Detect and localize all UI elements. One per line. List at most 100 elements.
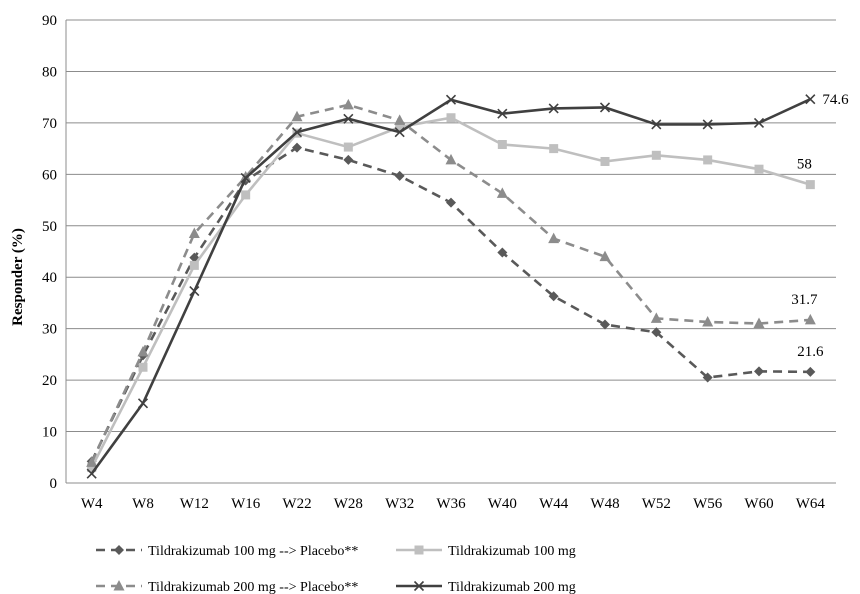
data-point [804,313,816,325]
x-tick-label: W44 [539,496,569,512]
data-point [754,366,764,377]
x-tick-label: W8 [132,496,154,512]
x-tick-label: W40 [488,496,517,512]
x-tick-label: W4 [81,496,103,512]
data-point [651,119,662,130]
data-point [343,142,353,152]
data-point [188,227,200,238]
series-group [86,94,816,479]
data-point [291,127,303,138]
series-tildrakizumab-100-mg-placebo [86,142,816,467]
y-tick-label: 90 [42,13,57,29]
data-point [754,164,764,174]
data-point [189,260,199,270]
legend-marker [113,580,125,591]
data-point [446,113,456,123]
data-point [548,291,559,302]
data-point [703,155,713,165]
y-tick-label: 80 [42,64,57,80]
data-label: 74.6 [822,92,849,108]
x-tick-label: W52 [642,496,671,512]
data-point [496,187,508,198]
data-point [599,250,611,262]
data-point [805,94,816,105]
data-point [548,103,559,114]
data-point [445,94,457,105]
data-point [702,315,714,327]
data-point [394,170,405,181]
data-point [86,468,97,479]
x-tick-label: W32 [385,496,414,512]
data-point [651,327,662,338]
data-point [805,366,816,377]
legend-label: Tildrakizumab 200 mg --> Placebo** [148,580,358,594]
data-point [291,110,303,122]
y-tick-label: 0 [50,476,58,492]
x-tick-label: W60 [744,496,773,512]
data-point [548,232,560,244]
data-point [599,102,611,113]
data-point [549,144,559,154]
data-point [753,117,765,128]
data-point [86,456,98,467]
data-point [395,122,405,132]
x-tick-label: W22 [282,496,311,512]
legend-label: Tildrakizumab 100 mg [448,544,576,559]
x-tick-label: W28 [334,496,363,512]
end-labels: 21.6 58 31.7 74.6 [791,92,849,360]
series-tildrakizumab-200-mg [86,94,816,479]
y-tick-label: 70 [42,116,57,132]
data-label: 21.6 [797,344,824,360]
y-tick-label: 40 [42,270,57,286]
legend-item: Tildrakizumab 100 mg --> Placebo** [96,544,358,559]
data-point [600,156,610,166]
legend-label: Tildrakizumab 200 mg [448,580,576,594]
x-tick-label: W48 [590,496,619,512]
data-point [497,139,507,149]
data-point [189,286,200,297]
series-tildrakizumab-200-mg-placebo [86,98,816,467]
data-point [753,317,765,329]
y-tick-label: 10 [42,425,57,441]
y-tick-labels: 0 10 20 30 40 50 60 70 80 90 [42,13,57,492]
x-tick-label: W12 [180,496,209,512]
data-point [445,153,457,165]
data-point [497,108,508,119]
data-point [651,150,661,160]
legend-marker [114,545,124,555]
data-point [87,463,97,473]
data-point [702,119,713,130]
legend-label: Tildrakizumab 100 mg --> Placebo** [148,544,358,559]
data-label: 31.7 [791,292,818,308]
data-label: 58 [797,157,812,173]
data-point [805,180,815,190]
data-point [138,362,148,372]
data-point [241,190,251,200]
legend-marker [414,545,424,555]
data-point [343,154,354,165]
series-line [90,116,811,469]
x-tick-label: W16 [231,496,261,512]
data-point [240,170,252,182]
series-line [90,146,811,462]
data-point [497,247,508,258]
data-point [446,197,456,208]
legend-item: Tildrakizumab 100 mg [396,544,576,559]
data-point [342,98,354,110]
data-point [702,372,713,383]
x-tick-label: W56 [693,496,723,512]
data-point [394,127,405,138]
y-tick-label: 50 [42,219,57,235]
legend: Tildrakizumab 100 mg --> Placebo** Tildra… [96,544,576,594]
data-point [650,312,662,323]
data-point [137,345,149,357]
x-tick-label: W36 [436,496,466,512]
gridlines [66,19,836,484]
axes [65,20,836,484]
x-tick-labels: W4 W8 W12 W16 W22 W28 W32 W36 W40 W44 W48 W52 W56 W60… [81,496,826,512]
y-tick-label: 30 [42,322,57,338]
y-tick-label: 20 [42,373,57,389]
data-point [600,319,610,330]
legend-item: Tildrakizumab 200 mg --> Placebo** [96,580,358,594]
